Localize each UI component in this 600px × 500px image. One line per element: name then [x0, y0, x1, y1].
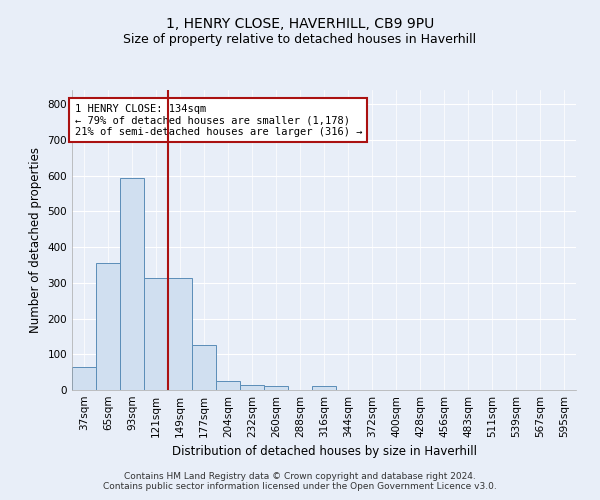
- Bar: [168, 278, 192, 390]
- Text: Contains HM Land Registry data © Crown copyright and database right 2024.: Contains HM Land Registry data © Crown c…: [124, 472, 476, 481]
- Bar: [72, 367, 96, 390]
- Y-axis label: Number of detached properties: Number of detached properties: [29, 147, 42, 333]
- Bar: [144, 278, 168, 390]
- Text: 1 HENRY CLOSE: 134sqm
← 79% of detached houses are smaller (1,178)
21% of semi-d: 1 HENRY CLOSE: 134sqm ← 79% of detached …: [74, 104, 362, 136]
- Bar: [192, 346, 216, 390]
- Bar: [216, 381, 240, 390]
- Text: Size of property relative to detached houses in Haverhill: Size of property relative to detached ho…: [124, 32, 476, 46]
- Bar: [312, 386, 336, 390]
- Bar: [264, 386, 288, 390]
- Text: Contains public sector information licensed under the Open Government Licence v3: Contains public sector information licen…: [103, 482, 497, 491]
- Bar: [240, 384, 264, 390]
- Text: 1, HENRY CLOSE, HAVERHILL, CB9 9PU: 1, HENRY CLOSE, HAVERHILL, CB9 9PU: [166, 18, 434, 32]
- Bar: [120, 178, 144, 390]
- X-axis label: Distribution of detached houses by size in Haverhill: Distribution of detached houses by size …: [172, 446, 476, 458]
- Bar: [96, 263, 120, 390]
